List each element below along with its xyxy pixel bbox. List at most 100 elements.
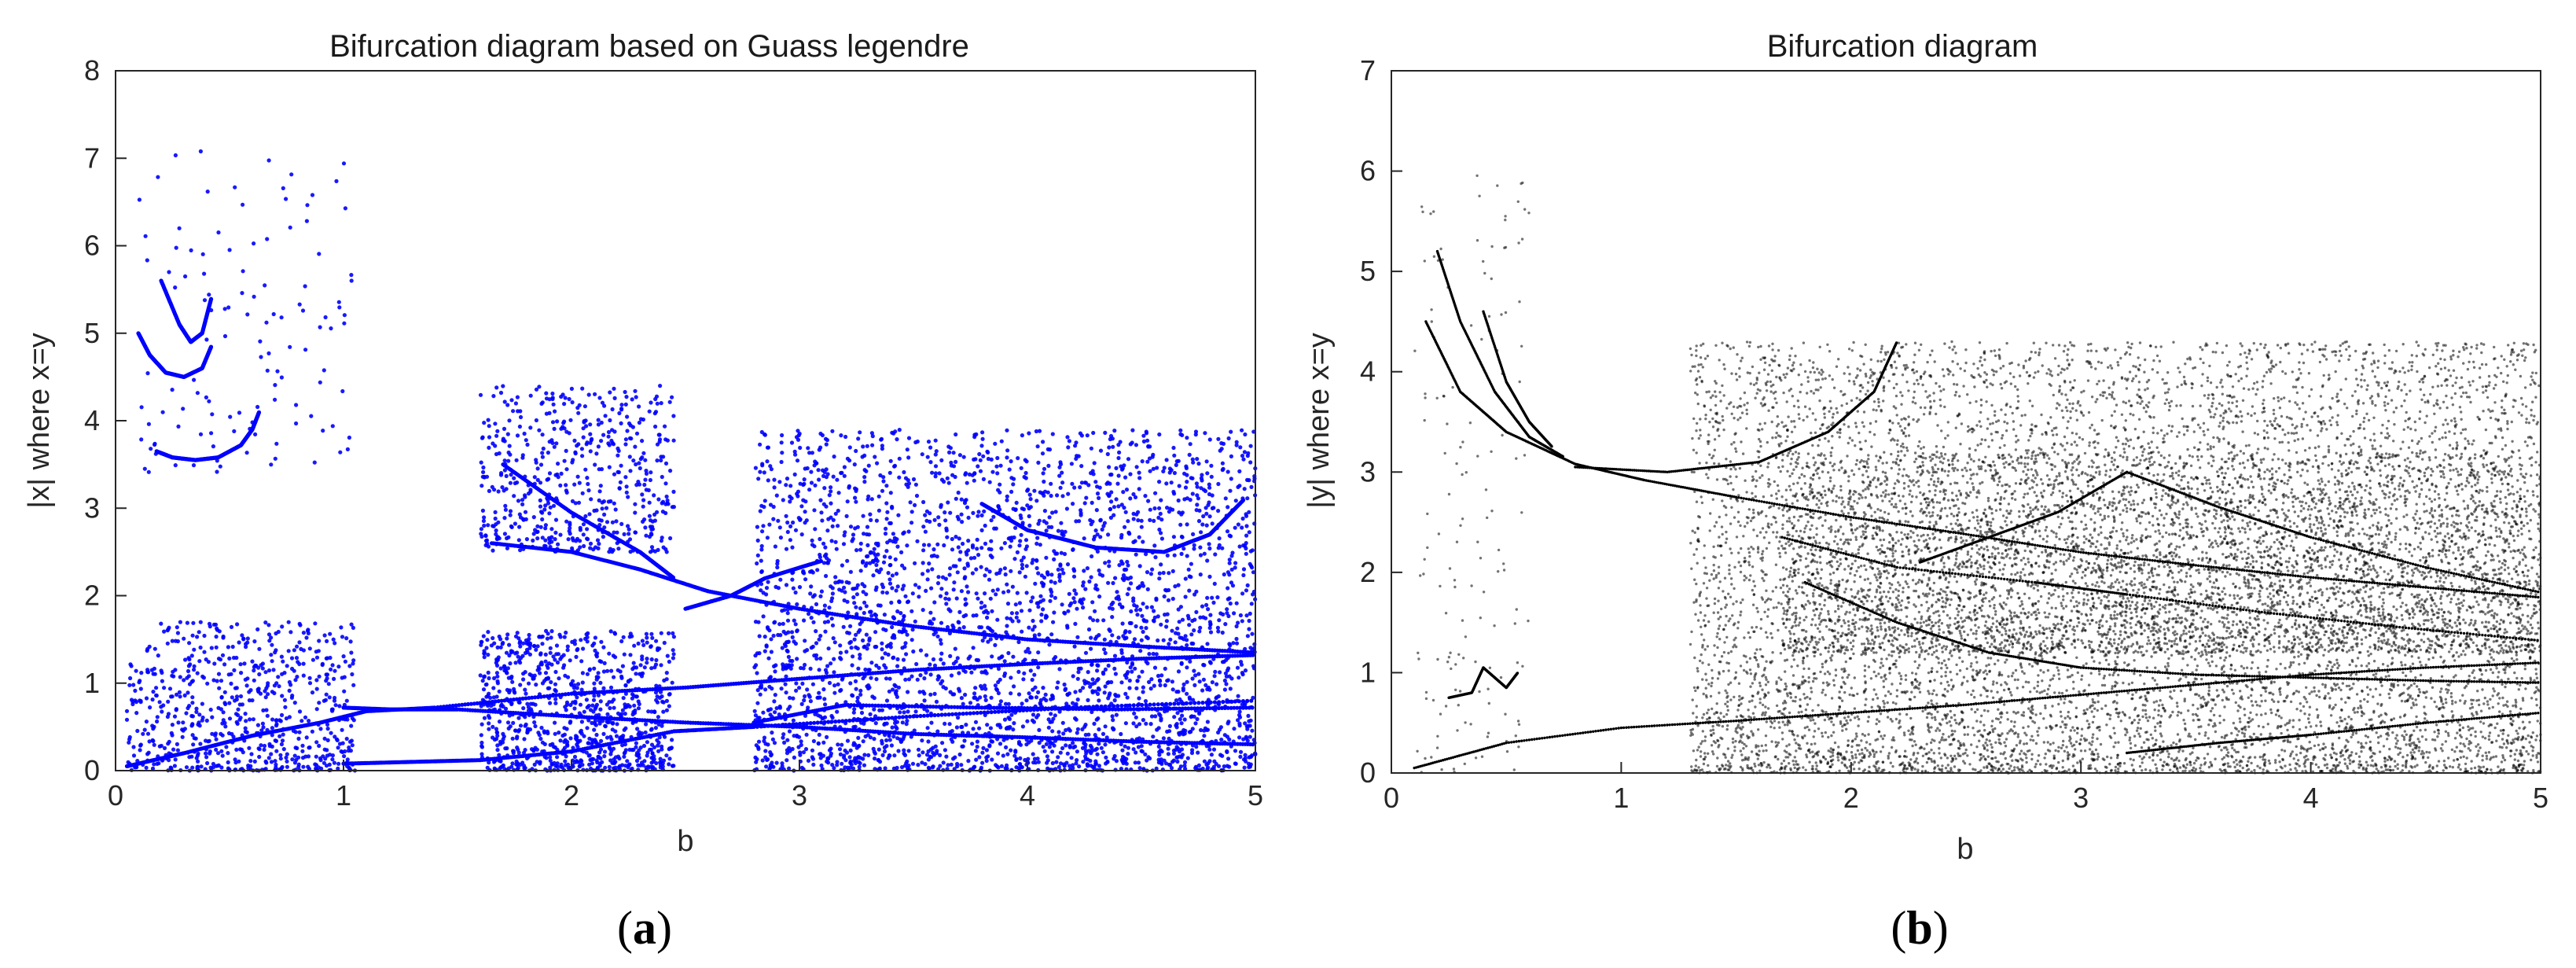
scatter-point	[1143, 699, 1148, 704]
scatter-point	[803, 521, 807, 525]
scatter-point	[525, 701, 530, 706]
scatter-point	[326, 682, 331, 686]
scatter-point	[1072, 485, 1077, 490]
scatter-point	[1013, 749, 1018, 753]
scatter-point	[865, 646, 869, 651]
scatter-point	[482, 674, 487, 679]
scatter-point	[1105, 760, 1110, 764]
scatter-point	[1225, 749, 1229, 754]
scatter-point	[1017, 762, 1022, 767]
scatter-point	[550, 391, 555, 396]
scatter-point	[933, 474, 938, 479]
scatter-point	[1245, 583, 1250, 588]
scatter-point	[931, 764, 935, 769]
scatter-point	[1012, 557, 1017, 561]
scatter-point	[1060, 602, 1064, 607]
scatter-point	[1123, 721, 1128, 726]
scatter-point	[906, 599, 911, 604]
scatter-point	[496, 489, 501, 494]
scatter-point	[616, 668, 620, 672]
scatter-point	[263, 620, 268, 625]
scatter-point	[1081, 760, 1086, 764]
scatter-point	[848, 569, 853, 574]
scatter-point	[1142, 619, 1147, 624]
scatter-point	[1207, 485, 1212, 490]
scatter-point	[656, 722, 661, 727]
scatter-point	[983, 591, 987, 596]
scatter-point	[323, 756, 328, 761]
scatter-point	[538, 524, 543, 529]
scatter-point	[340, 675, 344, 680]
scatter-point	[139, 671, 144, 675]
scatter-point	[515, 395, 520, 399]
scatter-point	[144, 720, 149, 724]
scatter-point	[1097, 594, 1102, 599]
scatter-point	[314, 655, 320, 660]
scatter-point	[222, 690, 227, 694]
scatter-point	[1134, 715, 1138, 720]
scatter-point	[1183, 728, 1188, 733]
scatter-point	[1240, 428, 1244, 432]
scatter-point	[241, 636, 246, 641]
scatter-point	[1248, 734, 1252, 739]
scatter-point	[1247, 478, 1251, 483]
scatter-point	[613, 755, 619, 760]
scatter-point	[1101, 750, 1105, 755]
scatter-point	[911, 649, 916, 654]
scatter-point	[627, 679, 631, 683]
scatter-point	[1226, 436, 1231, 441]
scatter-point	[482, 716, 487, 720]
scatter-point	[1204, 511, 1209, 516]
scatter-point	[935, 542, 940, 547]
scatter-point	[346, 749, 351, 753]
scatter-point	[599, 518, 604, 523]
scatter-point	[846, 610, 851, 615]
scatter-point	[626, 495, 630, 499]
scatter-point	[794, 688, 799, 693]
scatter-point	[1209, 463, 1214, 468]
scatter-point	[1081, 597, 1086, 602]
scatter-point	[939, 651, 944, 656]
scatter-point	[585, 527, 590, 532]
scatter-point	[1133, 539, 1137, 543]
scatter-point	[988, 553, 993, 558]
scatter-point	[547, 410, 552, 416]
scatter-point	[235, 721, 240, 727]
scatter-point	[1020, 724, 1025, 729]
scatter-point	[224, 745, 229, 749]
scatter-point	[781, 662, 785, 667]
scatter-point	[1240, 619, 1244, 624]
scatter-point	[215, 751, 221, 756]
scatter-point	[509, 524, 514, 529]
scatter-point	[273, 650, 277, 655]
scatter-point	[1192, 668, 1196, 673]
scatter-point	[1093, 480, 1098, 484]
scatter-point	[650, 635, 655, 640]
scatter-point	[1041, 607, 1045, 612]
scatter-point	[976, 464, 980, 469]
scatter-point	[930, 470, 935, 475]
scatter-point	[1045, 754, 1049, 759]
scatter-point	[667, 659, 672, 664]
scatter-point	[1016, 639, 1021, 645]
scatter-point	[535, 644, 540, 649]
scatter-point	[984, 748, 989, 753]
scatter-point	[214, 747, 219, 753]
scatter-point	[808, 699, 813, 704]
scatter-point	[1215, 595, 1220, 600]
scatter-point	[1103, 742, 1108, 747]
scatter-point	[1232, 727, 1237, 731]
scatter-point	[1005, 624, 1009, 628]
scatter-point	[325, 738, 330, 743]
scatter-point	[204, 751, 208, 756]
scatter-point	[478, 392, 483, 397]
scatter-point	[599, 659, 604, 664]
scatter-point	[1015, 611, 1020, 616]
scatter-point	[771, 633, 776, 639]
scatter-point	[633, 708, 638, 713]
scatter-point	[603, 724, 608, 729]
scatter-point	[764, 643, 769, 648]
scatter-point	[1074, 761, 1079, 766]
scatter-point	[758, 469, 763, 474]
scatter-point	[1195, 502, 1200, 507]
